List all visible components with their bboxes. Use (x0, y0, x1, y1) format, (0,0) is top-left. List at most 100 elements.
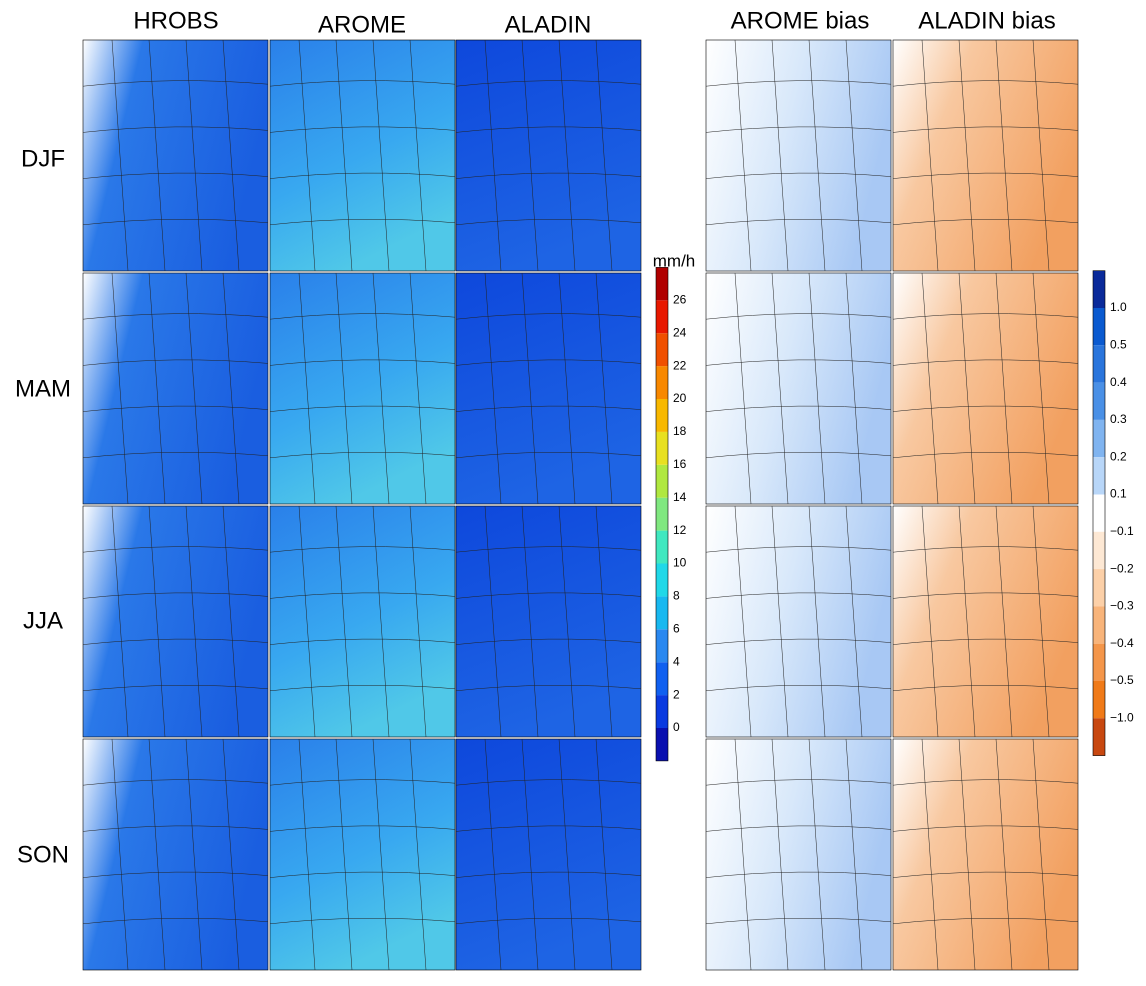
colorbar-segment (656, 333, 668, 367)
colorbar-tick-label: 2 (673, 687, 680, 701)
graticule (82, 592, 269, 599)
graticule (269, 871, 456, 878)
row-label: JJA (23, 607, 63, 634)
colorbar-frame (1092, 270, 1106, 756)
graticule (298, 39, 316, 272)
graticule (111, 39, 129, 272)
graticule (455, 313, 642, 320)
graticule (269, 172, 456, 179)
column-header: HROBS (133, 7, 218, 34)
graticule (372, 505, 390, 738)
column-header: ALADIN bias (918, 7, 1055, 34)
graticule (845, 272, 863, 505)
map-panel (892, 738, 1079, 971)
colorbar-tick-label: 0.1 (1110, 487, 1127, 501)
colorbar-segment (1093, 345, 1105, 383)
colorbar-tick-label: 0 (673, 720, 680, 734)
colorbar-segment (1093, 419, 1105, 458)
graticule (845, 505, 863, 738)
graticule (372, 738, 390, 971)
graticule (185, 505, 203, 738)
graticule (455, 917, 642, 925)
graticule (148, 39, 166, 272)
graticule (892, 359, 1079, 366)
graticule (455, 218, 642, 226)
colorbar-segment (656, 399, 668, 432)
graticule (558, 505, 576, 738)
graticule (595, 39, 613, 272)
graticule (892, 451, 1079, 459)
graticule (892, 80, 1079, 87)
graticule (82, 218, 269, 226)
graticule (771, 505, 789, 738)
graticule (705, 638, 892, 645)
graticule (82, 126, 269, 133)
graticule (892, 313, 1079, 320)
graticule (269, 359, 456, 366)
column-header: AROME bias (731, 7, 870, 34)
map-panel (82, 738, 269, 971)
graticule (921, 738, 939, 971)
map-panels (82, 39, 1079, 971)
colorbar-tick-label: 20 (673, 391, 687, 405)
graticule (892, 871, 1079, 878)
graticule (269, 80, 456, 87)
graticule (222, 39, 240, 272)
colorbar-segment (656, 431, 668, 465)
graticule (111, 738, 129, 971)
colorbar-segment (1093, 308, 1105, 346)
graticule (921, 39, 939, 272)
graticule (269, 546, 456, 553)
graticule (921, 505, 939, 738)
graticule (455, 592, 642, 599)
graticule (455, 684, 642, 692)
graticule (409, 272, 427, 505)
graticule (845, 738, 863, 971)
map-panel (455, 272, 642, 505)
colorbar-tick-label: −0.2 (1110, 561, 1134, 575)
map-panel (455, 505, 642, 738)
graticule (892, 546, 1079, 553)
colorbar-segment (656, 464, 668, 498)
graticule (1032, 505, 1050, 738)
graticule (892, 917, 1079, 925)
map-panel (892, 272, 1079, 505)
graticule (269, 684, 456, 692)
graticule (771, 39, 789, 272)
colorbar-segment (656, 497, 668, 531)
colorbar-segment (656, 695, 668, 728)
graticule (82, 917, 269, 925)
graticule (269, 779, 456, 786)
graticule (409, 39, 427, 272)
graticule (734, 505, 752, 738)
graticule (82, 359, 269, 366)
map-panel (892, 505, 1079, 738)
graticule (595, 272, 613, 505)
graticule (372, 272, 390, 505)
graticule (455, 825, 642, 832)
colorbar-tick-label: 0.5 (1110, 337, 1127, 351)
graticule (484, 505, 502, 738)
map-panel (892, 39, 1079, 272)
graticule (269, 313, 456, 320)
colorbar-segment (1093, 494, 1105, 532)
graticule (111, 272, 129, 505)
map-panel (455, 738, 642, 971)
graticule (808, 505, 826, 738)
graticule (705, 825, 892, 832)
graticule (82, 172, 269, 179)
colorbar-segment (656, 596, 668, 630)
graticule (808, 738, 826, 971)
graticule (269, 917, 456, 925)
graticule (705, 684, 892, 692)
colorbar-tick-label: 26 (673, 292, 687, 306)
column-header: ALADIN (505, 11, 592, 38)
graticule (771, 272, 789, 505)
row-label: SON (17, 841, 69, 868)
graticule (82, 638, 269, 645)
graticule (595, 505, 613, 738)
colorbar-segment (656, 629, 668, 663)
row-label: DJF (21, 145, 65, 172)
graticule (705, 218, 892, 226)
